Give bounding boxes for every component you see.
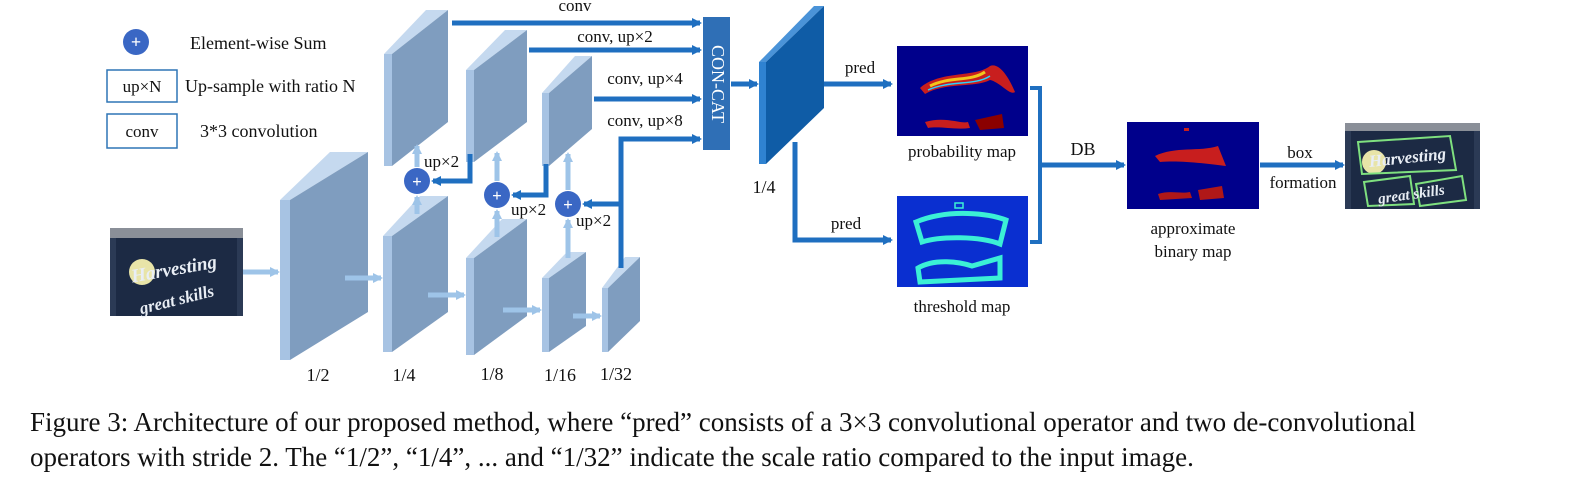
merge-label-3: up×2 — [576, 211, 611, 230]
caption-line-2: operators with stride 2. The “1/2”, “1/4… — [30, 442, 1194, 472]
scale-label-1-4: 1/4 — [392, 365, 415, 385]
caption-line-1: Figure 3: Architecture of our proposed m… — [30, 407, 1416, 437]
probability-map: probability map — [897, 46, 1028, 161]
sum-node-2 — [484, 182, 510, 208]
fpn-top: + + + up×2 up×2 up×2 — [384, 10, 624, 268]
threshold-map-label: threshold map — [914, 297, 1011, 316]
output-image: Harvesting great skills — [1345, 123, 1480, 209]
sum-node-1 — [404, 168, 430, 194]
pred-label-probability: pred — [845, 58, 876, 77]
scale-label-1-32: 1/32 — [600, 364, 632, 384]
conv-legend-label: 3*3 convolution — [200, 121, 318, 141]
feature-map-1-8 — [466, 219, 527, 355]
db-merge: DB — [1030, 86, 1126, 244]
threshold-map: threshold map — [897, 196, 1028, 316]
sum-symbol: + — [131, 32, 141, 52]
merge-label-2: up×2 — [511, 200, 546, 219]
upsample-legend-label: Up-sample with ratio N — [185, 76, 355, 96]
sum-node-1-symbol: + — [412, 172, 422, 191]
conv-legend-box — [106, 113, 178, 149]
fpn-branches: conv conv, up×2 conv, up×4 conv, up×8 — [452, 0, 702, 268]
fpn-feature-b — [466, 30, 527, 162]
scale-label-1-16: 1/16 — [544, 365, 576, 385]
probability-map-label: probability map — [908, 142, 1016, 161]
backbone: 1/2 1/4 1/8 1/16 1/32 — [243, 152, 640, 385]
pred-branches: pred pred — [792, 58, 893, 245]
sum-legend-label: Element-wise Sum — [190, 33, 326, 53]
branch-label-up4: conv, up×4 — [607, 69, 683, 88]
scale-label-1-8: 1/8 — [480, 364, 503, 384]
legend: + Element-wise Sum up×N Up-sample with r… — [106, 29, 355, 149]
fpn-feature-c — [542, 56, 592, 166]
input-image: Harvesting great skills — [110, 228, 243, 318]
concat-block: CON-CAT — [703, 17, 759, 150]
figure-caption: Figure 3: Architecture of our proposed m… — [30, 405, 1570, 475]
architecture-diagram: + Element-wise Sum up×N Up-sample with r… — [106, 0, 1480, 385]
feature-map-1-16 — [542, 252, 586, 352]
approximate-binary-map: approximate binary map — [1127, 122, 1259, 261]
approx-label-line1: approximate — [1151, 219, 1236, 238]
fpn-feature-a — [384, 10, 448, 166]
sum-node-2-symbol: + — [492, 186, 502, 205]
concat-scale-label: 1/4 — [752, 177, 775, 197]
concat-feature: 1/4 — [752, 6, 824, 197]
merge-label-1: up×2 — [424, 152, 459, 171]
branch-label-conv: conv — [558, 0, 592, 15]
sum-node-3-symbol: + — [563, 195, 573, 214]
concat-label: CON-CAT — [708, 45, 728, 123]
feature-map-1-2 — [280, 152, 368, 360]
scale-label-1-2: 1/2 — [306, 365, 329, 385]
conv-legend-box-text: conv — [125, 122, 159, 141]
box-label-line2: formation — [1269, 173, 1337, 192]
feature-map-1-32 — [602, 257, 640, 352]
sum-node-3 — [555, 191, 581, 217]
upsample-legend-box — [106, 69, 178, 103]
feature-map-1-4 — [383, 196, 448, 352]
box-label-line1: box — [1287, 143, 1313, 162]
branch-label-up2: conv, up×2 — [577, 27, 653, 46]
box-formation: box formation — [1260, 143, 1345, 192]
db-label: DB — [1070, 139, 1095, 159]
approx-label-line2: binary map — [1155, 242, 1232, 261]
sum-icon — [123, 29, 149, 55]
branch-label-up8: conv, up×8 — [607, 111, 683, 130]
pred-label-threshold: pred — [831, 214, 862, 233]
upsample-legend-box-text: up×N — [123, 77, 162, 96]
